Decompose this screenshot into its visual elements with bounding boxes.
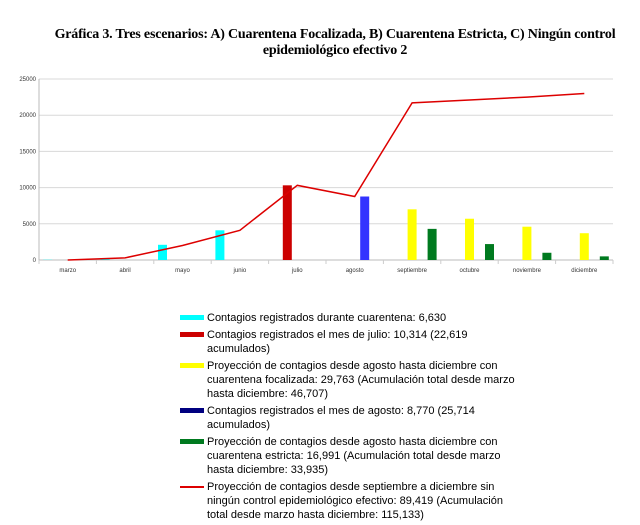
x-tick-label: mayo xyxy=(175,268,190,274)
legend-swatch xyxy=(180,315,204,320)
legend-swatch xyxy=(180,408,204,413)
bar-octubre xyxy=(485,244,494,260)
bar-octubre xyxy=(465,219,474,260)
legend-item: Proyección de contagios desde septiembre… xyxy=(180,480,520,522)
legend-item: Contagios registrados el mes de agosto: … xyxy=(180,404,520,432)
bar-noviembre xyxy=(542,253,551,260)
x-tick-label: noviembre xyxy=(513,268,542,274)
x-tick-label: abril xyxy=(119,268,130,274)
legend-swatch xyxy=(180,486,204,488)
legend-item: Contagios registrados el mes de julio: 1… xyxy=(180,328,520,356)
chart-plot: 0 5000 10000 15000 20000 25000 marzo abril mayo j… xyxy=(0,0,640,300)
y-tick-label: 20000 xyxy=(19,113,36,119)
x-tick-label: marzo xyxy=(59,268,76,274)
projection-line xyxy=(68,93,585,260)
y-tick-label: 15000 xyxy=(19,149,36,155)
legend-item: Proyección de contagios desde agosto has… xyxy=(180,359,520,401)
x-tick-label: diciembre xyxy=(571,268,598,274)
chart-legend: Contagios registrados durante cuarentena… xyxy=(180,311,520,525)
legend-swatch xyxy=(180,439,204,444)
bar-septiembre xyxy=(408,209,417,260)
bar-diciembre xyxy=(580,233,589,260)
legend-item: Contagios registrados durante cuarentena… xyxy=(180,311,520,325)
legend-swatch xyxy=(180,332,204,337)
legend-label: Contagios registrados durante cuarentena… xyxy=(207,311,446,325)
y-tick-label: 25000 xyxy=(19,77,36,83)
legend-label: Proyección de contagios desde agosto has… xyxy=(207,435,520,477)
legend-label: Contagios registrados el mes de julio: 1… xyxy=(207,328,520,356)
y-tick-label: 5000 xyxy=(23,222,37,228)
legend-swatch xyxy=(180,363,204,368)
x-tick-label: octubre xyxy=(459,268,480,274)
legend-label: Proyección de contagios desde agosto has… xyxy=(207,359,520,401)
bar-noviembre xyxy=(522,227,531,260)
legend-label: Contagios registrados el mes de agosto: … xyxy=(207,404,520,432)
bar-mayo xyxy=(158,245,167,260)
legend-label: Proyección de contagios desde septiembre… xyxy=(207,480,520,522)
bar-diciembre xyxy=(600,256,609,260)
x-tick-label: julio xyxy=(291,268,303,274)
x-tick-label: junio xyxy=(233,268,247,274)
x-tick-label: septiembre xyxy=(397,268,427,274)
y-tick-label: 10000 xyxy=(19,186,36,192)
bar-septiembre xyxy=(428,229,437,260)
x-tick-label: agosto xyxy=(346,268,365,274)
y-tick-label: 0 xyxy=(33,258,37,264)
legend-item: Proyección de contagios desde agosto has… xyxy=(180,435,520,477)
bar-agosto xyxy=(360,197,369,260)
